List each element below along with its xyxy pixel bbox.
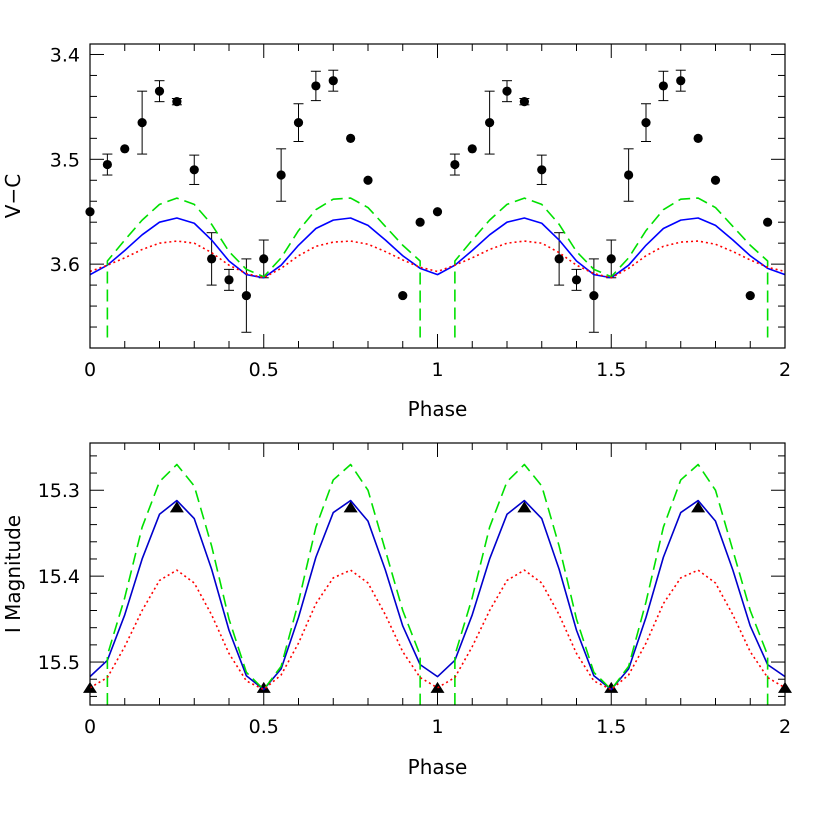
imag-y-tick-label: 15.4 [38, 566, 80, 588]
imag-model-curve-dashed [454, 463, 769, 705]
vc-data-point [745, 290, 755, 301]
vc-data-point [346, 133, 356, 143]
imag-x-tick-label: 2 [779, 716, 791, 738]
vc-data-point [624, 170, 634, 180]
vc-data-point [641, 118, 651, 128]
imag-y-axis-label: I Magnitude [1, 515, 25, 633]
vc-data-point [571, 275, 582, 285]
vc-data-point [554, 254, 564, 264]
vc-data-point [120, 144, 130, 154]
vc-data-point [311, 81, 321, 91]
vc-ticks [89, 44, 786, 349]
vc-marks [85, 69, 785, 338]
vc-x-axis-label: Phase [408, 397, 468, 421]
imag-x-tick-label: 0.5 [249, 716, 279, 738]
imag-triangle-point [169, 501, 184, 513]
vc-model-curve-dotted [90, 240, 785, 279]
vc-x-tick-label: 1.5 [596, 359, 626, 381]
vc-data-point [293, 118, 304, 128]
vc-data-point [676, 76, 686, 86]
imag-x-axis-label: Phase [408, 755, 468, 779]
vc-data-point [589, 290, 599, 301]
vc-data-point [189, 165, 199, 175]
vc-data-point [658, 81, 668, 91]
imag-panel: 0 0.5 1 1.5 2 15.3 15.4 15.5 Phase I Magnitude [1, 442, 792, 779]
vc-data-point [363, 175, 373, 185]
vc-data-point [172, 97, 182, 107]
vc-data-point [415, 217, 425, 227]
vc-model-curve-dashed [106, 197, 421, 338]
vc-y-axis-label: V−C [1, 174, 25, 218]
vc-data-point [763, 217, 773, 227]
vc-model-curve-dashed [454, 197, 769, 338]
vc-panel: 0 0.5 1 1.5 2 3.4 3.5 3.6 Phase V−C [1, 43, 791, 421]
vc-data-point [693, 133, 703, 143]
vc-data-point [154, 86, 165, 96]
imag-y-tick-label: 15.3 [38, 480, 80, 502]
imag-triangle-point [256, 681, 271, 693]
vc-x-tick-label: 2 [779, 359, 791, 381]
vc-model-curve-solid [90, 217, 785, 279]
imag-ticklabels: 0 0.5 1 1.5 2 15.3 15.4 15.5 [38, 480, 791, 738]
vc-ticklabels: 0 0.5 1 1.5 2 3.4 3.5 3.6 [50, 44, 791, 381]
vc-data-point [259, 254, 269, 264]
vc-data-point [207, 254, 217, 264]
vc-y-tick-label: 3.6 [50, 254, 80, 276]
vc-data-point [276, 170, 286, 180]
vc-data-point [450, 159, 460, 170]
vc-data-point [467, 144, 477, 154]
vc-x-tick-label: 0.5 [249, 359, 279, 381]
vc-data-point [519, 97, 529, 107]
vc-data-point [398, 290, 408, 301]
vc-data-point [102, 159, 112, 170]
vc-y-tick-label: 3.4 [50, 44, 80, 66]
imag-triangle-point [691, 501, 706, 513]
vc-data-point [710, 175, 721, 185]
vc-data-point [328, 76, 338, 86]
imag-marks [83, 463, 792, 705]
imag-model-curve-dashed [106, 463, 421, 705]
vc-data-point [224, 275, 234, 285]
imag-ticks [89, 443, 786, 705]
vc-data-point [502, 86, 512, 96]
imag-model-curve-dotted [90, 569, 785, 691]
imag-triangle-point [604, 681, 619, 693]
imag-triangle-point [517, 501, 532, 513]
imag-triangle-point [343, 501, 358, 513]
imag-x-tick-label: 1.5 [596, 716, 626, 738]
vc-y-tick-label: 3.5 [50, 149, 80, 171]
vc-x-tick-label: 1 [431, 359, 443, 381]
vc-data-point [241, 290, 251, 301]
vc-data-point [432, 207, 443, 217]
vc-x-tick-label: 0 [84, 359, 96, 381]
vc-data-point [537, 165, 547, 175]
imag-plot-frame [89, 442, 786, 706]
imag-y-tick-label: 15.5 [38, 652, 80, 674]
vc-data-point [137, 118, 147, 128]
imag-x-tick-label: 0 [84, 716, 96, 738]
vc-data-point [606, 254, 616, 264]
imag-x-tick-label: 1 [431, 716, 443, 738]
imag-model-curve-solid [90, 499, 785, 691]
vc-data-point [485, 118, 495, 128]
